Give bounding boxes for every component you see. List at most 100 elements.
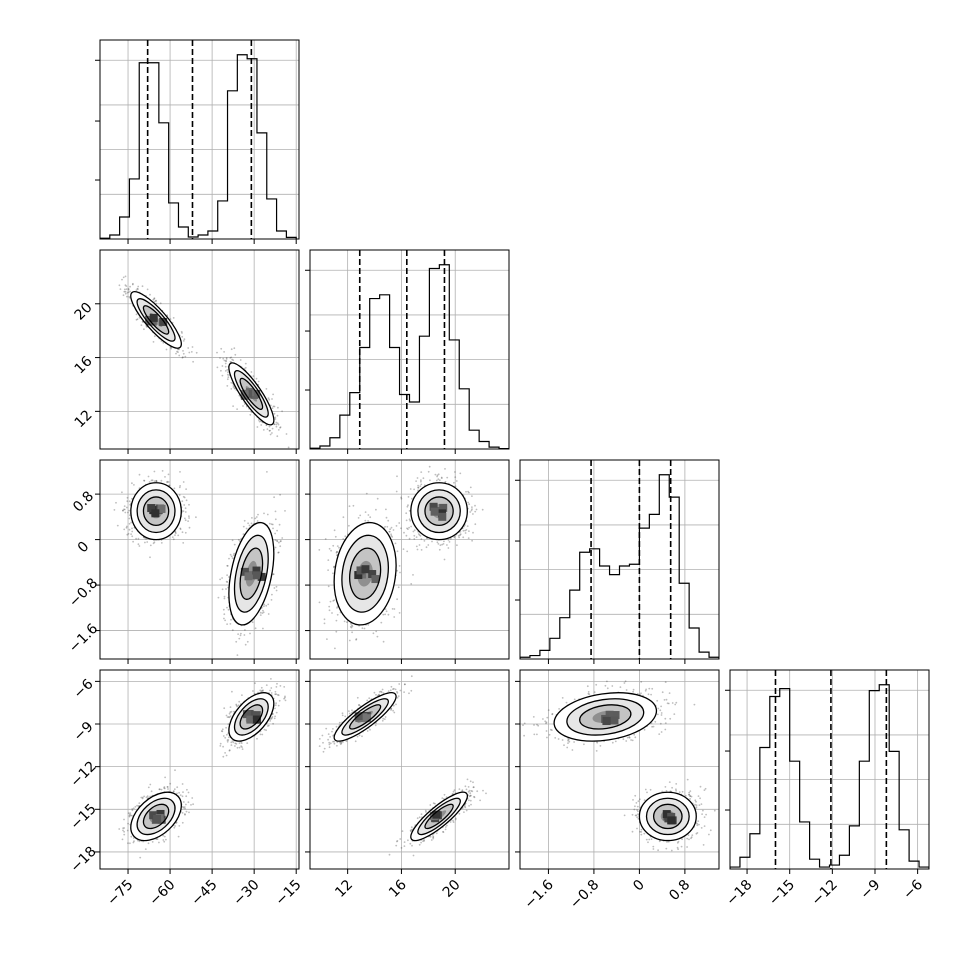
sample-point	[141, 285, 144, 288]
sample-point	[136, 318, 139, 321]
sample-point	[342, 516, 345, 519]
sample-point	[410, 525, 412, 528]
sample-point	[420, 480, 422, 483]
sample-point	[266, 428, 269, 430]
sample-point	[281, 410, 283, 413]
sample-point	[474, 504, 476, 507]
sample-point	[226, 564, 229, 567]
sample-point	[236, 408, 239, 410]
sample-point	[224, 619, 227, 622]
sample-point	[230, 381, 233, 384]
sample-point	[318, 601, 321, 604]
sample-point	[132, 540, 135, 543]
sample-point	[183, 338, 186, 341]
sample-point	[262, 611, 265, 614]
sample-point	[173, 487, 176, 490]
sample-point	[223, 617, 225, 620]
sample-point	[382, 640, 385, 643]
sample-point	[181, 500, 184, 503]
panel-content	[310, 460, 509, 659]
sample-point	[229, 553, 232, 556]
sample-point	[441, 543, 443, 546]
sample-point	[274, 418, 277, 420]
sample-point	[278, 541, 280, 544]
sample-point	[219, 357, 221, 359]
contour-line	[136, 489, 176, 534]
sample-point	[122, 509, 124, 512]
panel-p3-vs-p2	[305, 459, 510, 664]
sample-point	[254, 517, 257, 520]
sample-point	[136, 287, 139, 290]
sample-point	[412, 530, 415, 533]
sample-point	[408, 518, 411, 521]
sample-point	[271, 523, 274, 526]
sample-point	[245, 527, 248, 530]
sample-point	[118, 284, 121, 287]
sample-point	[267, 603, 270, 606]
sample-point	[255, 516, 258, 518]
panel-p1-vs-p1	[95, 39, 300, 244]
sample-point	[456, 544, 458, 547]
sample-point	[261, 612, 264, 614]
sample-point	[216, 351, 218, 354]
density-cell	[240, 567, 249, 576]
sample-point	[436, 475, 438, 478]
sample-point	[279, 426, 281, 429]
sample-point	[475, 508, 478, 511]
sample-point	[403, 531, 405, 534]
sample-point	[220, 347, 223, 350]
sample-point	[174, 534, 176, 536]
sample-point	[454, 485, 457, 488]
sample-point	[182, 481, 185, 483]
sample-point	[234, 353, 237, 356]
sample-point	[124, 290, 127, 293]
sample-point	[179, 485, 182, 487]
sample-point	[146, 541, 149, 543]
sample-point	[131, 482, 133, 485]
sample-point	[457, 534, 460, 537]
y-tick-label: 16	[72, 353, 96, 377]
sample-point	[474, 510, 477, 513]
sample-point	[230, 356, 233, 359]
sample-point	[130, 521, 133, 524]
sample-point	[481, 508, 484, 511]
sample-point	[233, 552, 236, 555]
contour-line	[228, 362, 275, 426]
sample-point	[243, 519, 246, 522]
sample-point	[400, 527, 402, 530]
sample-point	[385, 508, 387, 511]
sample-point	[277, 551, 280, 554]
sample-point	[437, 478, 440, 481]
sample-point	[223, 613, 226, 616]
sample-point	[266, 513, 269, 516]
sample-point	[229, 360, 232, 363]
sample-point	[129, 503, 132, 506]
sample-point	[184, 531, 187, 534]
sample-point	[273, 587, 276, 589]
sample-point	[155, 479, 158, 482]
sample-point	[409, 519, 412, 522]
sample-point	[464, 532, 467, 534]
contour-line	[239, 547, 264, 600]
contour-line	[136, 298, 176, 342]
sample-point	[123, 288, 126, 291]
sample-point	[123, 528, 126, 531]
sample-point	[242, 405, 244, 407]
sample-point	[147, 475, 150, 478]
axis-frame	[99, 249, 300, 450]
density-cell	[438, 512, 447, 521]
sample-point	[144, 541, 146, 544]
sample-point	[180, 330, 183, 333]
sample-point	[172, 317, 175, 319]
sample-point	[413, 529, 416, 532]
sample-point	[182, 542, 185, 544]
sample-point	[232, 359, 235, 362]
sample-point	[225, 360, 228, 363]
sample-point	[279, 493, 281, 496]
sample-point	[184, 511, 187, 513]
sample-point	[167, 473, 170, 476]
sample-point	[277, 406, 279, 409]
sample-point	[422, 477, 425, 480]
